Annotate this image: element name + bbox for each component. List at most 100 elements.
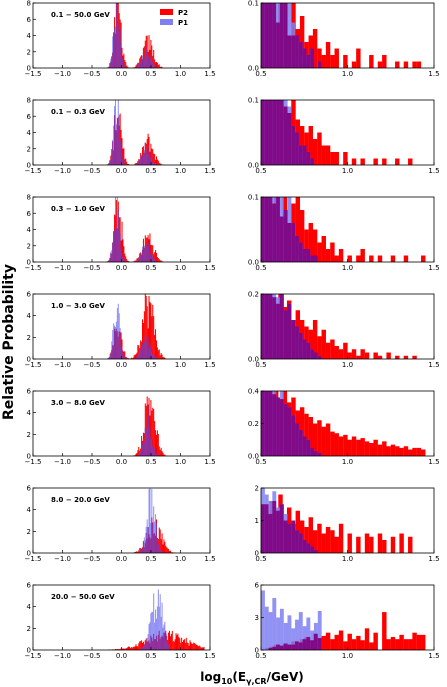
p2-bar <box>153 153 155 165</box>
p1-bar <box>279 608 284 650</box>
overlap-bar <box>283 404 288 456</box>
p2-bar <box>304 413 309 456</box>
p1-bar <box>155 514 157 553</box>
p2-bar <box>308 126 313 165</box>
left-axis-ytick-label: 0 <box>27 453 31 461</box>
p2-bar <box>364 441 370 456</box>
p2-bar <box>369 443 374 456</box>
p2-bar <box>135 163 137 165</box>
overlap-bar <box>295 132 299 165</box>
overlap-bar <box>268 3 273 68</box>
p2-bar <box>334 48 339 68</box>
p2-bar <box>157 160 159 165</box>
overlap-bar <box>139 551 141 553</box>
p2-bar <box>141 640 143 650</box>
overlap-bar <box>155 261 157 262</box>
p2-bar <box>364 352 370 359</box>
overlap-bar <box>272 646 277 650</box>
overlap-bar <box>149 152 151 165</box>
overlap-bar <box>150 538 152 553</box>
p2-bar <box>369 642 374 650</box>
left-axis-ytick-label: 6 <box>27 582 32 590</box>
p2-bar <box>399 447 404 456</box>
left-axis-xtick-label: −0.5 <box>84 652 101 660</box>
left-axis-xtick-label: −1.5 <box>25 361 42 369</box>
overlap-bar <box>150 346 152 359</box>
energy-bin-label: 0.3 − 1.0 GeV <box>51 205 105 213</box>
p2-bar <box>199 646 201 650</box>
overlap-bar <box>291 126 296 165</box>
p2-bar <box>184 642 186 650</box>
p2-bar <box>295 197 301 262</box>
overlap-bar <box>169 643 171 650</box>
p2-bar <box>154 421 156 456</box>
p2-bar <box>170 633 172 650</box>
p2-bar <box>160 163 162 165</box>
overlap-bar <box>155 356 157 359</box>
overlap-bar <box>272 203 277 262</box>
p2-bar <box>156 347 158 359</box>
p2-bar <box>351 158 357 165</box>
p2-bar <box>148 296 150 359</box>
p2-bar <box>377 355 383 359</box>
overlap-bar <box>162 636 164 650</box>
overlap-bar <box>143 152 145 165</box>
overlap-bar <box>140 62 142 68</box>
overlap-bar <box>310 349 315 359</box>
p2-bar <box>159 449 161 456</box>
p2-bar <box>118 649 120 650</box>
overlap-bar <box>149 427 151 456</box>
left-axis-ytick-label: 2 <box>27 431 31 439</box>
p2-bar <box>130 647 132 650</box>
p2-bar <box>151 45 153 68</box>
left-axis-xtick-label: 1.0 <box>175 361 186 369</box>
p2-bar <box>386 446 391 456</box>
p2-bar <box>343 55 348 68</box>
p2-bar <box>161 451 163 456</box>
overlap-bar <box>120 42 122 68</box>
p2-bar <box>145 295 147 359</box>
p2-bar <box>144 294 146 359</box>
overlap-bar <box>146 342 148 359</box>
p2-bar <box>137 551 139 553</box>
p2-bar <box>157 433 159 456</box>
p2-bar <box>166 547 168 553</box>
overlap-bar <box>141 57 143 68</box>
p1-bar <box>306 617 311 650</box>
p2-bar <box>158 259 160 262</box>
p2-bar <box>369 536 374 553</box>
overlap-bar <box>298 333 303 359</box>
overlap-bar <box>147 527 149 553</box>
p2-bar <box>325 342 331 359</box>
p2-bar <box>190 642 192 650</box>
overlap-bar <box>306 543 311 553</box>
left-axis-xtick-label: 0.5 <box>145 361 156 369</box>
p2-bar <box>157 350 159 359</box>
p2-bar <box>325 249 331 262</box>
overlap-bar <box>147 144 149 165</box>
overlap-bar <box>119 29 121 68</box>
p2-bar <box>114 649 117 650</box>
p2-bar <box>141 436 143 456</box>
p2-bar <box>150 244 152 262</box>
overlap-bar <box>152 61 154 68</box>
p2-bar <box>192 643 194 650</box>
p1-bar <box>113 323 115 359</box>
right-histogram: 0.0 0.1 0.5 1.0 1.5 <box>248 0 440 78</box>
p2-bar <box>182 641 184 650</box>
p2-bar <box>155 61 157 68</box>
p2-bar <box>155 430 157 456</box>
overlap-bar <box>310 48 315 68</box>
overlap-bar <box>276 510 281 553</box>
p2-bar <box>356 255 361 262</box>
overlap-bar <box>157 544 159 553</box>
p2-bar <box>155 62 157 68</box>
overlap-bar <box>279 645 284 650</box>
overlap-bar <box>153 63 155 68</box>
p2-bar <box>150 400 152 456</box>
overlap-bar <box>268 647 273 650</box>
p2-bar <box>193 642 195 650</box>
overlap-bar <box>276 644 281 650</box>
p2-bar <box>356 439 361 456</box>
left-axis-xtick-label: 0.5 <box>145 264 156 272</box>
